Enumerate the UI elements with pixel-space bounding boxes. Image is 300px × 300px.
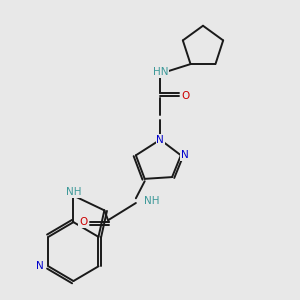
Text: NH: NH [66, 187, 81, 197]
Text: O: O [79, 217, 87, 227]
Text: N: N [181, 150, 188, 160]
Text: N: N [156, 135, 164, 145]
Text: NH: NH [144, 196, 160, 206]
Text: HN: HN [153, 67, 168, 77]
Text: N: N [36, 261, 44, 271]
Text: O: O [182, 91, 190, 100]
